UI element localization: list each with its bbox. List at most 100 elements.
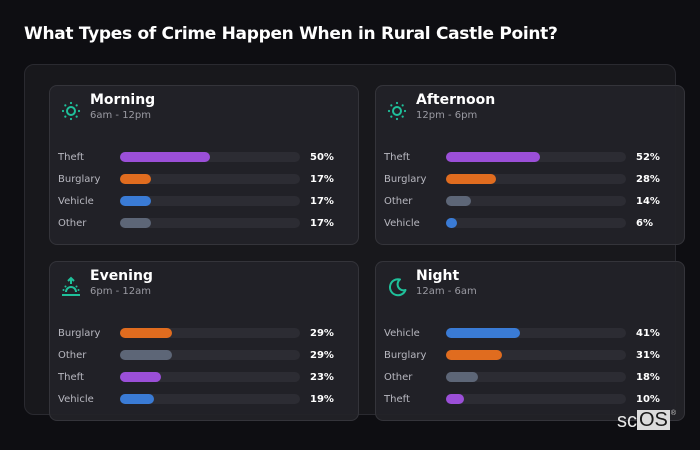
bar-list: Theft 52% Burglary 28% Other 14% Vehicle 6% [384,146,679,234]
bar-track [446,328,626,338]
bar-row-theft: Theft 50% [58,146,353,168]
bar-track [120,328,300,338]
bar-fill [446,394,464,404]
bar-row-burglary: Burglary 29% [58,322,353,344]
bar-value: 10% [636,393,660,405]
bar-row-vehicle: Vehicle 19% [58,388,353,410]
bar-fill [120,328,173,338]
bar-row-vehicle: Vehicle 6% [384,212,679,234]
bar-track [446,350,626,360]
bar-track [446,218,626,228]
card-subtitle: 12pm - 6pm [416,110,478,121]
bar-row-other: Other 14% [384,190,679,212]
bar-value: 18% [636,371,660,383]
bar-fill [446,328,520,338]
bar-row-vehicle: Vehicle 17% [58,190,353,212]
bar-label: Theft [384,151,410,163]
bar-label: Vehicle [384,327,420,339]
bar-track [120,372,300,382]
bar-value: 19% [310,393,334,405]
bar-label: Other [58,217,87,229]
bar-fill [120,372,162,382]
bar-row-other: Other 29% [58,344,353,366]
bar-value: 6% [636,217,653,229]
bar-track [446,174,626,184]
bar-list: Theft 50% Burglary 17% Vehicle 17% Other 17% [58,146,353,234]
bar-value: 52% [636,151,660,163]
sun-icon [386,100,408,122]
bar-label: Vehicle [58,195,94,207]
bar-fill [446,218,457,228]
bar-label: Theft [58,371,84,383]
bar-track [120,394,300,404]
watermark-boxed: OS [637,409,670,431]
bar-row-theft: Theft 23% [58,366,353,388]
card-subtitle: 6am - 12pm [90,110,152,121]
bar-label: Vehicle [58,393,94,405]
bar-value: 17% [310,195,334,207]
scos-watermark-logo: sc OS ® [617,410,676,433]
watermark-prefix: sc [617,410,637,432]
bar-row-theft: Theft 52% [384,146,679,168]
bar-fill [120,394,155,404]
bar-track [120,174,300,184]
bar-fill [446,196,472,206]
moon-icon [386,276,408,298]
bar-value: 17% [310,217,334,229]
page-title: What Types of Crime Happen When in Rural… [24,24,558,44]
card-title: Morning [90,92,156,108]
bar-track [120,350,300,360]
bar-label: Vehicle [384,217,420,229]
bar-value: 28% [636,173,660,185]
bar-track [446,152,626,162]
bar-value: 41% [636,327,660,339]
bar-row-burglary: Burglary 17% [58,168,353,190]
bar-fill [120,152,210,162]
sunset-icon [60,276,82,298]
card-morning: Morning 6am - 12pm Theft 50% Burglary 17% Ve… [49,85,359,245]
bar-row-vehicle: Vehicle 41% [384,322,679,344]
bar-label: Burglary [58,327,101,339]
registered-mark: ® [670,410,677,417]
bar-value: 50% [310,151,334,163]
bar-row-other: Other 18% [384,366,679,388]
bar-row-theft: Theft 10% [384,388,679,410]
bar-fill [446,152,540,162]
bar-track [446,372,626,382]
bar-value: 29% [310,349,334,361]
bar-fill [120,196,151,206]
bar-value: 31% [636,349,660,361]
bar-label: Theft [58,151,84,163]
card-title: Night [416,268,460,284]
bar-label: Burglary [384,173,427,185]
bar-track [446,196,626,206]
bar-fill [446,350,502,360]
bar-fill [446,174,497,184]
card-title: Afternoon [416,92,496,108]
card-night: Night 12am - 6am Vehicle 41% Burglary 31% Ot… [375,261,685,421]
bar-label: Other [384,195,413,207]
bar-value: 23% [310,371,334,383]
bar-label: Theft [384,393,410,405]
bar-list: Burglary 29% Other 29% Theft 23% Vehicle 19% [58,322,353,410]
bar-value: 29% [310,327,334,339]
bar-label: Other [58,349,87,361]
bar-track [120,218,300,228]
bar-fill [120,218,151,228]
card-evening: Evening 6pm - 12am Burglary 29% Other 29% Th… [49,261,359,421]
bar-value: 14% [636,195,660,207]
card-afternoon: Afternoon 12pm - 6pm Theft 52% Burglary 28%… [375,85,685,245]
bar-track [446,394,626,404]
card-subtitle: 12am - 6am [416,286,477,297]
bar-label: Burglary [384,349,427,361]
bar-fill [120,174,151,184]
card-title: Evening [90,268,153,284]
bar-label: Burglary [58,173,101,185]
bar-fill [446,372,479,382]
bar-row-burglary: Burglary 28% [384,168,679,190]
bar-track [120,196,300,206]
bar-track [120,152,300,162]
bar-label: Other [384,371,413,383]
bar-row-other: Other 17% [58,212,353,234]
